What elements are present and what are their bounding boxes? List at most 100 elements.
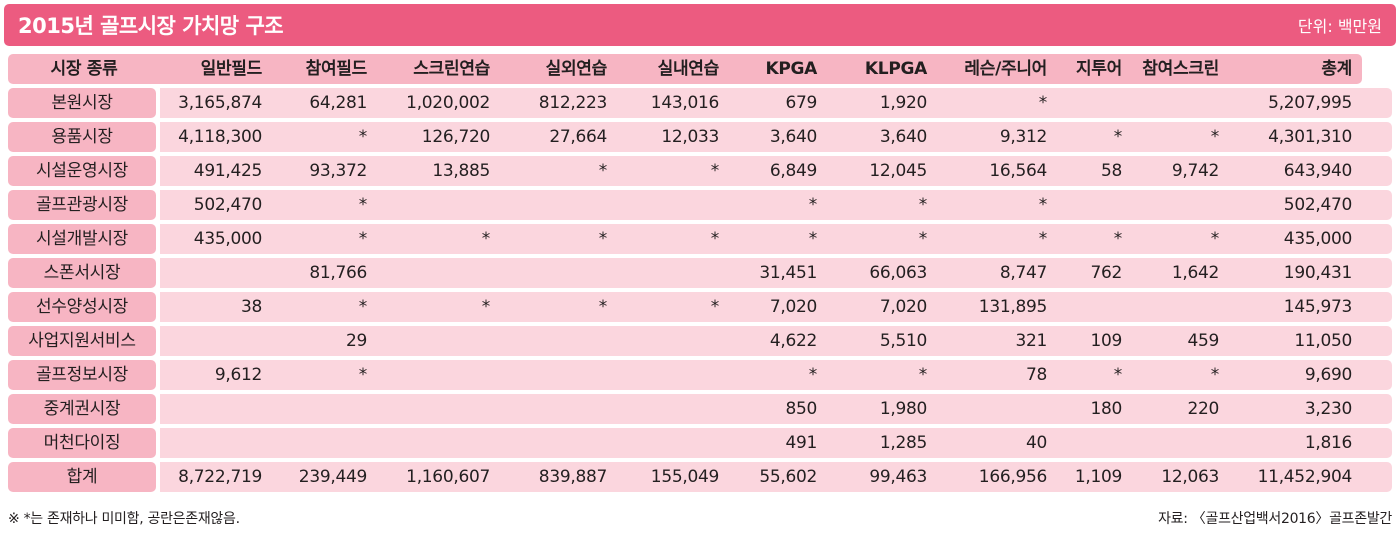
table-cell: *: [481, 297, 491, 317]
table-cell: [377, 428, 500, 458]
column-header: 실외연습: [500, 54, 617, 84]
table-cell: *: [1210, 229, 1220, 249]
table-cell: 9,612: [214, 365, 262, 385]
row-label: 합계: [8, 462, 156, 492]
table-cell: 1,980: [879, 399, 927, 419]
column-header: 레슨/주니어: [937, 54, 1057, 84]
table-cell: 145,973: [1283, 297, 1353, 317]
row-label: 골프관광시장: [8, 190, 156, 220]
table-cell: 6,849: [769, 161, 817, 181]
table-cell: *: [918, 229, 928, 249]
table-cell: [500, 258, 617, 288]
table-cell: 491,425: [193, 161, 263, 181]
table-cell: [377, 258, 500, 288]
column-header: 실내연습: [617, 54, 729, 84]
table-cell: *: [1113, 127, 1123, 147]
table-cell: 4,301,310: [1268, 127, 1352, 147]
table-cell: 1,160,607: [406, 467, 490, 487]
table-row: 용품시장 4,118,300 * 126,720 27,664 12,033 3,640 3,…: [8, 122, 1392, 152]
row-label: 선수양성시장: [8, 292, 156, 322]
table-cell: *: [1113, 229, 1123, 249]
row-values: 3,165,874 64,281 1,020,002 812,223 143,016 67…: [160, 88, 1392, 118]
table-cell: 3,165,874: [178, 93, 262, 113]
table-cell: 126,720: [421, 127, 491, 147]
table-cell: *: [598, 161, 608, 181]
table-cell: [500, 360, 617, 390]
row-label: 중계권시장: [8, 394, 156, 424]
table-cell: 64,281: [309, 93, 367, 113]
table-cell: *: [918, 365, 928, 385]
column-header: 스크린연습: [377, 54, 500, 84]
table-cell: 155,049: [650, 467, 720, 487]
table-cell: *: [918, 195, 928, 215]
table-cell: 491: [785, 433, 817, 453]
table-cell: 9,742: [1171, 161, 1219, 181]
row-label: 용품시장: [8, 122, 156, 152]
table-row: 머천다이징 491 1,285 40 1,816: [8, 428, 1392, 458]
table-cell: 502,470: [193, 195, 263, 215]
table-cell: 1,920: [879, 93, 927, 113]
table-cell: 1,642: [1171, 263, 1219, 283]
table-header-row: 시장 종류 일반필드 참여필드 스크린연습 실외연습 실내연습 KPGA KLP…: [8, 54, 1392, 84]
table-cell: *: [598, 297, 608, 317]
table-cell: 220: [1187, 399, 1219, 419]
table-row: 선수양성시장 38 * * * * 7,020 7,020 131,895 145,973: [8, 292, 1392, 322]
table-cell: 679: [785, 93, 817, 113]
table-cell: [160, 428, 272, 458]
table-cell: 109: [1090, 331, 1122, 351]
unit-label: 단위: 백만원: [1297, 17, 1382, 36]
table-cell: 4,622: [769, 331, 817, 351]
table-cell: 99,463: [869, 467, 927, 487]
table-cell: [617, 394, 729, 424]
table-cell: 1,816: [1304, 433, 1352, 453]
table-cell: *: [710, 297, 720, 317]
table-cell: 55,602: [759, 467, 817, 487]
row-label: 시설운영시장: [8, 156, 156, 186]
table-cell: 5,207,995: [1268, 93, 1352, 113]
table-cell: [377, 190, 500, 220]
table-cell: 435,000: [193, 229, 263, 249]
table-cell: [160, 258, 272, 288]
column-header: 일반필드: [160, 54, 272, 84]
column-header: KLPGA: [827, 54, 937, 84]
table-cell: 3,230: [1304, 399, 1352, 419]
table-cell: [1057, 190, 1132, 220]
table-cell: [617, 258, 729, 288]
footer: ※ *는 존재하나 미미함, 공란은존재않음. 자료: 〈골프산업백서2016〉…: [8, 508, 1392, 528]
table-cell: 27,664: [549, 127, 607, 147]
column-header: 참여스크린: [1132, 54, 1229, 84]
row-values: 850 1,980 180 220 3,230: [160, 394, 1392, 424]
table-cell: 38: [240, 297, 262, 317]
table-cell: [160, 394, 272, 424]
table-cell: 459: [1187, 331, 1219, 351]
table-cell: *: [598, 229, 608, 249]
table-cell: 9,690: [1304, 365, 1352, 385]
table-cell: 180: [1090, 399, 1122, 419]
table-cell: 190,431: [1283, 263, 1353, 283]
table-cell: 93,372: [309, 161, 367, 181]
table-row: 중계권시장 850 1,980 180 220 3,230: [8, 394, 1392, 424]
column-header: 참여필드: [272, 54, 377, 84]
table-cell: 4,118,300: [178, 127, 262, 147]
table-cell: *: [710, 229, 720, 249]
row-values: 502,470 * * * * 502,470: [160, 190, 1392, 220]
table-cell: 1,109: [1074, 467, 1122, 487]
table-cell: [617, 190, 729, 220]
column-header: KPGA: [729, 54, 827, 84]
table-cell: *: [808, 229, 818, 249]
table-cell: [1057, 428, 1132, 458]
table-cell: [1057, 292, 1132, 322]
row-label: 스폰서시장: [8, 258, 156, 288]
row-values: 491 1,285 40 1,816: [160, 428, 1392, 458]
table-cell: *: [358, 229, 368, 249]
table-cell: *: [1038, 195, 1048, 215]
table-cell: *: [1038, 93, 1048, 113]
table-row: 시설개발시장 435,000 * * * * * * * * * 435,000: [8, 224, 1392, 254]
table-cell: *: [358, 365, 368, 385]
table-cell: 31,451: [759, 263, 817, 283]
table-cell: 7,020: [879, 297, 927, 317]
table-cell: [1132, 190, 1229, 220]
table-cell: [377, 326, 500, 356]
table-cell: *: [358, 195, 368, 215]
table-cell: *: [1113, 365, 1123, 385]
